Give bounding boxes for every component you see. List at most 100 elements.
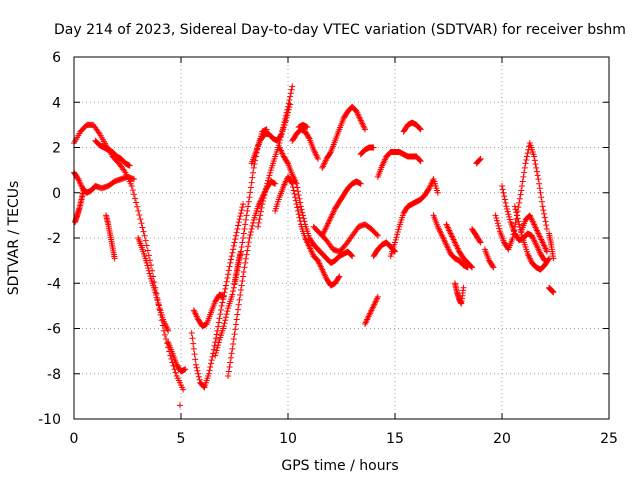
data-point-arc-q xyxy=(288,179,295,186)
data-point-arc-n xyxy=(260,198,267,205)
x-tick-label: 25 xyxy=(600,431,618,447)
data-point-arc-f xyxy=(146,270,153,277)
data-point-arc-f xyxy=(144,262,151,269)
data-point-arc-k xyxy=(250,164,257,171)
data-point-arc-h xyxy=(176,402,183,409)
data-point-arc-ai xyxy=(516,199,523,206)
data-point-arc-l xyxy=(227,359,234,366)
data-point-arc-i xyxy=(234,225,241,232)
data-point-arc-a xyxy=(139,224,146,231)
data-point-arc-i xyxy=(209,353,216,360)
data-point-arc-l xyxy=(245,239,252,246)
data-point-arc-a xyxy=(140,228,147,235)
data-point-arc-al xyxy=(543,248,550,255)
data-point-arc-a xyxy=(137,216,144,223)
data-point-arc-o xyxy=(277,132,284,139)
data-point-arc-i xyxy=(189,335,196,342)
data-point-arc-k xyxy=(230,288,237,295)
data-point-arc-ai xyxy=(541,214,548,221)
data-point-arc-aa xyxy=(391,247,398,254)
data-point-arc-ai xyxy=(531,153,538,160)
data-point-arc-k xyxy=(221,320,228,327)
data-point-arc-ai xyxy=(543,222,550,229)
data-point-arc-k xyxy=(222,317,229,324)
data-point-arc-i xyxy=(224,274,231,281)
data-point-arc-z xyxy=(394,231,401,238)
data-point-arc-i xyxy=(192,361,199,368)
data-point-arc-aj xyxy=(506,213,513,220)
data-point-arc-q xyxy=(296,214,303,221)
data-point-arc-l xyxy=(232,326,239,333)
data-point-arc-ai xyxy=(519,178,526,185)
data-point-arc-v xyxy=(357,180,364,187)
data-point-arc-i xyxy=(217,307,224,314)
data-point-arc-p xyxy=(349,253,356,260)
data-point-arc-i xyxy=(205,370,212,377)
data-point-arc-l xyxy=(233,316,240,323)
data-point-arc-ak xyxy=(518,231,525,238)
data-point-arc-i xyxy=(230,246,237,253)
data-point-arc-i xyxy=(237,210,244,217)
data-point-arc-l xyxy=(245,243,252,250)
data-point-arc-ai xyxy=(495,222,502,229)
data-point-arc-q xyxy=(289,184,296,191)
data-point-arc-q xyxy=(294,207,301,214)
data-point-arc-n xyxy=(267,169,274,176)
data-point-arc-a xyxy=(130,191,137,198)
data-point-arc-n xyxy=(255,223,262,230)
data-point-arc-z xyxy=(434,189,441,196)
data-point-arc-f xyxy=(145,265,152,272)
data-point-arc-ak xyxy=(512,206,519,213)
data-point-arc-l xyxy=(241,264,248,271)
data-point-arc-k xyxy=(244,207,251,214)
data-point-arc-i xyxy=(194,367,201,374)
data-point-arc-i xyxy=(192,356,199,363)
data-point-arc-ah xyxy=(489,263,496,270)
data-point-arc-l xyxy=(240,268,247,275)
data-point-arc-i xyxy=(228,253,235,260)
data-point-arc-n xyxy=(285,100,292,107)
data-point-arc-i xyxy=(238,207,245,214)
data-point-arc-i xyxy=(212,335,219,342)
data-point-arc-z xyxy=(394,228,401,235)
data-point-arc-q xyxy=(336,273,343,280)
data-point-arc-l xyxy=(227,354,234,361)
data-point-arc-ai xyxy=(542,218,549,225)
data-point-arc-ai xyxy=(538,198,545,205)
data-point-arc-af xyxy=(476,238,483,245)
data-point-arc-i xyxy=(207,360,214,367)
data-point-arc-ai xyxy=(494,220,501,227)
data-point-arc-i xyxy=(230,242,237,249)
data-point-arc-i xyxy=(210,346,217,353)
data-point-arc-a xyxy=(131,195,138,202)
data-point-arc-y xyxy=(416,157,423,164)
data-point-arc-k xyxy=(215,342,222,349)
data-point-arc-n xyxy=(286,96,293,103)
data-point-arc-l xyxy=(232,321,239,328)
data-point-arc-ai xyxy=(492,212,499,219)
data-point-arc-p xyxy=(300,215,307,222)
data-point-arc-a xyxy=(135,207,142,214)
data-point-arc-n xyxy=(266,172,273,179)
data-point-arc-ai xyxy=(516,195,523,202)
data-point-arc-i xyxy=(222,282,229,289)
data-point-arc-o xyxy=(285,106,292,113)
data-point-arc-ad xyxy=(468,263,475,270)
data-point-arc-i xyxy=(229,249,236,256)
data-point-arc-k xyxy=(248,179,255,186)
data-point-arc-o xyxy=(283,114,290,121)
data-point-arc-i xyxy=(193,364,200,371)
data-point-arc-f xyxy=(155,302,162,309)
y-tick-label: -10 xyxy=(38,412,61,428)
data-point-arc-l xyxy=(247,228,254,235)
data-point-arc-l xyxy=(244,247,251,254)
x-tick-label: 15 xyxy=(386,431,404,447)
data-point-arc-k xyxy=(212,350,219,357)
data-point-arc-l xyxy=(230,336,237,343)
data-point-arc-z xyxy=(393,234,400,241)
data-point-arc-w xyxy=(370,144,377,151)
data-point-arc-q xyxy=(295,211,302,218)
data-point-arc-aj xyxy=(506,216,513,223)
data-point-arc-aj xyxy=(504,208,511,215)
data-point-arc-k xyxy=(242,221,249,228)
